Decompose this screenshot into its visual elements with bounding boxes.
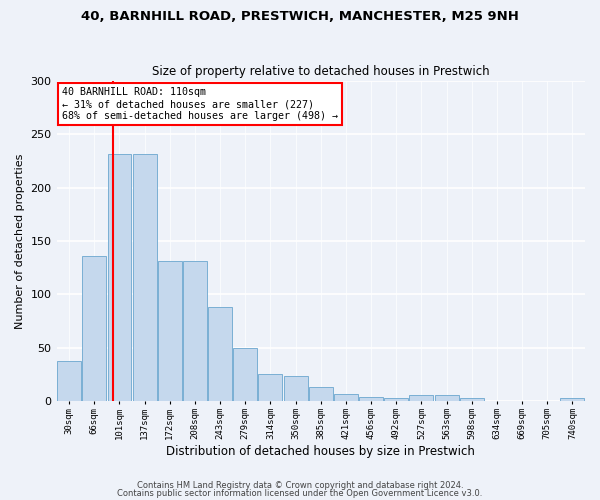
Bar	[460, 398, 484, 401]
Bar	[57, 360, 81, 401]
Bar	[284, 376, 308, 401]
X-axis label: Distribution of detached houses by size in Prestwich: Distribution of detached houses by size …	[166, 444, 475, 458]
Bar	[359, 397, 383, 401]
Text: 40 BARNHILL ROAD: 110sqm
← 31% of detached houses are smaller (227)
68% of semi-: 40 BARNHILL ROAD: 110sqm ← 31% of detach…	[62, 88, 338, 120]
Bar	[259, 374, 283, 401]
Bar	[133, 154, 157, 401]
Y-axis label: Number of detached properties: Number of detached properties	[15, 154, 25, 329]
Bar	[158, 262, 182, 401]
Bar	[82, 256, 106, 401]
Text: Contains HM Land Registry data © Crown copyright and database right 2024.: Contains HM Land Registry data © Crown c…	[137, 481, 463, 490]
Bar	[434, 394, 458, 401]
Bar	[107, 154, 131, 401]
Bar	[183, 262, 207, 401]
Text: 40, BARNHILL ROAD, PRESTWICH, MANCHESTER, M25 9NH: 40, BARNHILL ROAD, PRESTWICH, MANCHESTER…	[81, 10, 519, 23]
Bar	[385, 398, 408, 401]
Bar	[233, 348, 257, 401]
Bar	[208, 307, 232, 401]
Bar	[309, 388, 333, 401]
Text: Contains public sector information licensed under the Open Government Licence v3: Contains public sector information licen…	[118, 488, 482, 498]
Bar	[409, 394, 433, 401]
Bar	[334, 394, 358, 401]
Bar	[560, 398, 584, 401]
Title: Size of property relative to detached houses in Prestwich: Size of property relative to detached ho…	[152, 66, 490, 78]
